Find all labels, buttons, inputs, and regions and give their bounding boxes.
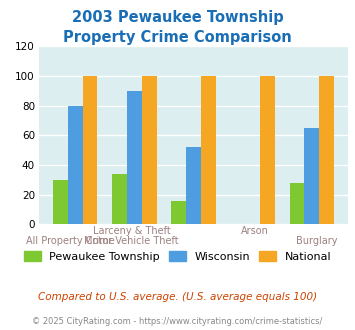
- Text: Larceny & Theft: Larceny & Theft: [93, 226, 171, 236]
- Text: All Property Crime: All Property Crime: [26, 236, 114, 246]
- Text: Compared to U.S. average. (U.S. average equals 100): Compared to U.S. average. (U.S. average …: [38, 292, 317, 302]
- Bar: [171, 201, 186, 224]
- Text: Property Crime Comparison: Property Crime Comparison: [63, 30, 292, 45]
- Bar: [112, 174, 127, 224]
- Text: Motor Vehicle Theft: Motor Vehicle Theft: [84, 236, 179, 246]
- Bar: [68, 106, 83, 224]
- Bar: [127, 91, 142, 224]
- Bar: [201, 76, 215, 224]
- Legend: Pewaukee Township, Wisconsin, National: Pewaukee Township, Wisconsin, National: [20, 247, 335, 267]
- Bar: [319, 76, 334, 224]
- Bar: [83, 76, 97, 224]
- Bar: [53, 180, 68, 224]
- Text: 2003 Pewaukee Township: 2003 Pewaukee Township: [72, 10, 283, 25]
- Bar: [142, 76, 157, 224]
- Bar: [304, 128, 319, 224]
- Bar: [260, 76, 275, 224]
- Bar: [290, 183, 304, 224]
- Bar: [186, 147, 201, 224]
- Text: © 2025 CityRating.com - https://www.cityrating.com/crime-statistics/: © 2025 CityRating.com - https://www.city…: [32, 317, 323, 326]
- Text: Burglary: Burglary: [296, 236, 338, 246]
- Text: Arson: Arson: [241, 226, 269, 236]
